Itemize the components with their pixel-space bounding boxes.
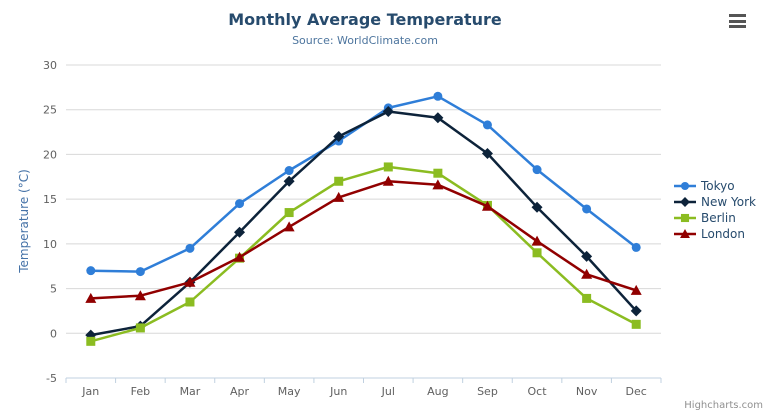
- hamburger-menu-icon: [729, 25, 746, 28]
- data-point-london[interactable]: [382, 175, 394, 186]
- data-point-berlin[interactable]: [433, 168, 443, 178]
- data-point-london[interactable]: [283, 221, 295, 232]
- data-point-new-york[interactable]: [382, 106, 394, 118]
- data-point-london[interactable]: [234, 251, 246, 262]
- series-london: [85, 175, 642, 303]
- data-point-new-york[interactable]: [481, 148, 493, 160]
- context-menu-button[interactable]: [727, 12, 749, 30]
- legend-marker-tokyo[interactable]: [680, 181, 690, 191]
- legend-label: Tokyo: [701, 179, 735, 193]
- legend-item-berlin[interactable]: Berlin: [674, 210, 756, 226]
- data-point-new-york[interactable]: [531, 201, 543, 213]
- data-point-berlin[interactable]: [185, 297, 195, 307]
- data-point-tokyo[interactable]: [135, 267, 145, 277]
- series-line-london: [89, 180, 638, 300]
- x-axis-tick-label: Oct: [528, 385, 548, 398]
- data-point-berlin[interactable]: [532, 248, 542, 258]
- data-point-new-york[interactable]: [333, 131, 345, 143]
- y-axis-tick-label: 5: [50, 283, 57, 296]
- hamburger-menu-icon: [729, 19, 746, 23]
- data-point-london[interactable]: [531, 235, 543, 246]
- data-point-london[interactable]: [432, 179, 444, 190]
- data-point-london[interactable]: [481, 200, 493, 211]
- data-point-berlin[interactable]: [631, 319, 641, 329]
- data-point-tokyo[interactable]: [185, 243, 195, 253]
- x-axis-tick-label: Mar: [180, 385, 201, 398]
- legend-marker-triangle-icon: [674, 229, 696, 239]
- legend-label: Berlin: [701, 211, 736, 225]
- x-axis-tick-label: Jan: [81, 385, 99, 398]
- data-point-new-york[interactable]: [283, 175, 295, 187]
- legend: Tokyo New York Berlin London: [674, 178, 756, 242]
- data-point-london[interactable]: [581, 268, 593, 279]
- x-axis-tick-label: Jul: [381, 385, 395, 398]
- x-axis-tick-label: Dec: [626, 385, 647, 398]
- x-axis-tick-label: Feb: [131, 385, 150, 398]
- legend-marker-circle-icon: [674, 181, 696, 191]
- data-point-tokyo[interactable]: [631, 242, 641, 252]
- data-point-tokyo[interactable]: [235, 199, 245, 209]
- data-point-new-york[interactable]: [630, 305, 642, 317]
- legend-marker-london[interactable]: [680, 229, 690, 239]
- data-point-tokyo[interactable]: [482, 120, 492, 130]
- x-axis-tick-label: Jun: [329, 385, 347, 398]
- data-point-berlin[interactable]: [135, 323, 145, 333]
- data-point-new-york[interactable]: [581, 250, 593, 262]
- legend-marker-new-york[interactable]: [680, 197, 690, 207]
- series-line-tokyo: [89, 95, 638, 273]
- legend-item-new-york[interactable]: New York: [674, 194, 756, 210]
- x-axis-tick-label: Nov: [576, 385, 598, 398]
- x-axis-tick-label: Sep: [477, 385, 498, 398]
- data-point-london[interactable]: [333, 191, 345, 202]
- data-point-berlin[interactable]: [334, 176, 344, 186]
- data-point-london[interactable]: [85, 292, 97, 303]
- data-point-berlin[interactable]: [383, 162, 393, 172]
- data-point-tokyo[interactable]: [582, 204, 592, 214]
- data-point-tokyo[interactable]: [532, 165, 542, 175]
- data-point-london[interactable]: [630, 284, 642, 295]
- x-axis-tick-label: May: [278, 385, 301, 398]
- y-axis-tick-label: 0: [50, 327, 57, 340]
- hamburger-menu-icon: [729, 14, 746, 17]
- data-point-london[interactable]: [134, 290, 146, 301]
- y-axis-tick-label: -5: [46, 372, 57, 385]
- data-point-berlin[interactable]: [582, 293, 592, 303]
- data-point-new-york[interactable]: [234, 226, 246, 238]
- data-point-tokyo[interactable]: [433, 91, 443, 101]
- data-point-tokyo[interactable]: [86, 266, 96, 276]
- y-axis-tick-label: 15: [43, 193, 57, 206]
- series-new-york: [85, 106, 642, 341]
- data-point-berlin[interactable]: [284, 208, 294, 218]
- data-point-london[interactable]: [184, 276, 196, 287]
- legend-marker-square-icon: [674, 213, 696, 223]
- series-line-new-york: [89, 110, 638, 337]
- legend-label: New York: [701, 195, 756, 209]
- x-axis-tick-label: Aug: [427, 385, 448, 398]
- legend-marker-berlin[interactable]: [680, 213, 690, 223]
- x-axis-tick-label: Apr: [230, 385, 250, 398]
- legend-item-london[interactable]: London: [674, 226, 756, 242]
- data-point-new-york[interactable]: [432, 112, 444, 124]
- legend-item-tokyo[interactable]: Tokyo: [674, 178, 756, 194]
- legend-label: London: [701, 227, 745, 241]
- y-axis-tick-label: 25: [43, 104, 57, 117]
- data-point-tokyo[interactable]: [284, 166, 294, 176]
- data-point-berlin[interactable]: [86, 336, 96, 346]
- y-axis-tick-label: 20: [43, 148, 57, 161]
- series-line-berlin: [89, 165, 638, 343]
- series-tokyo: [86, 91, 641, 277]
- legend-marker-diamond-icon: [674, 197, 696, 207]
- credits-link[interactable]: Highcharts.com: [684, 400, 763, 411]
- y-axis-tick-label: 10: [43, 238, 57, 251]
- y-axis-tick-label: 30: [43, 59, 57, 72]
